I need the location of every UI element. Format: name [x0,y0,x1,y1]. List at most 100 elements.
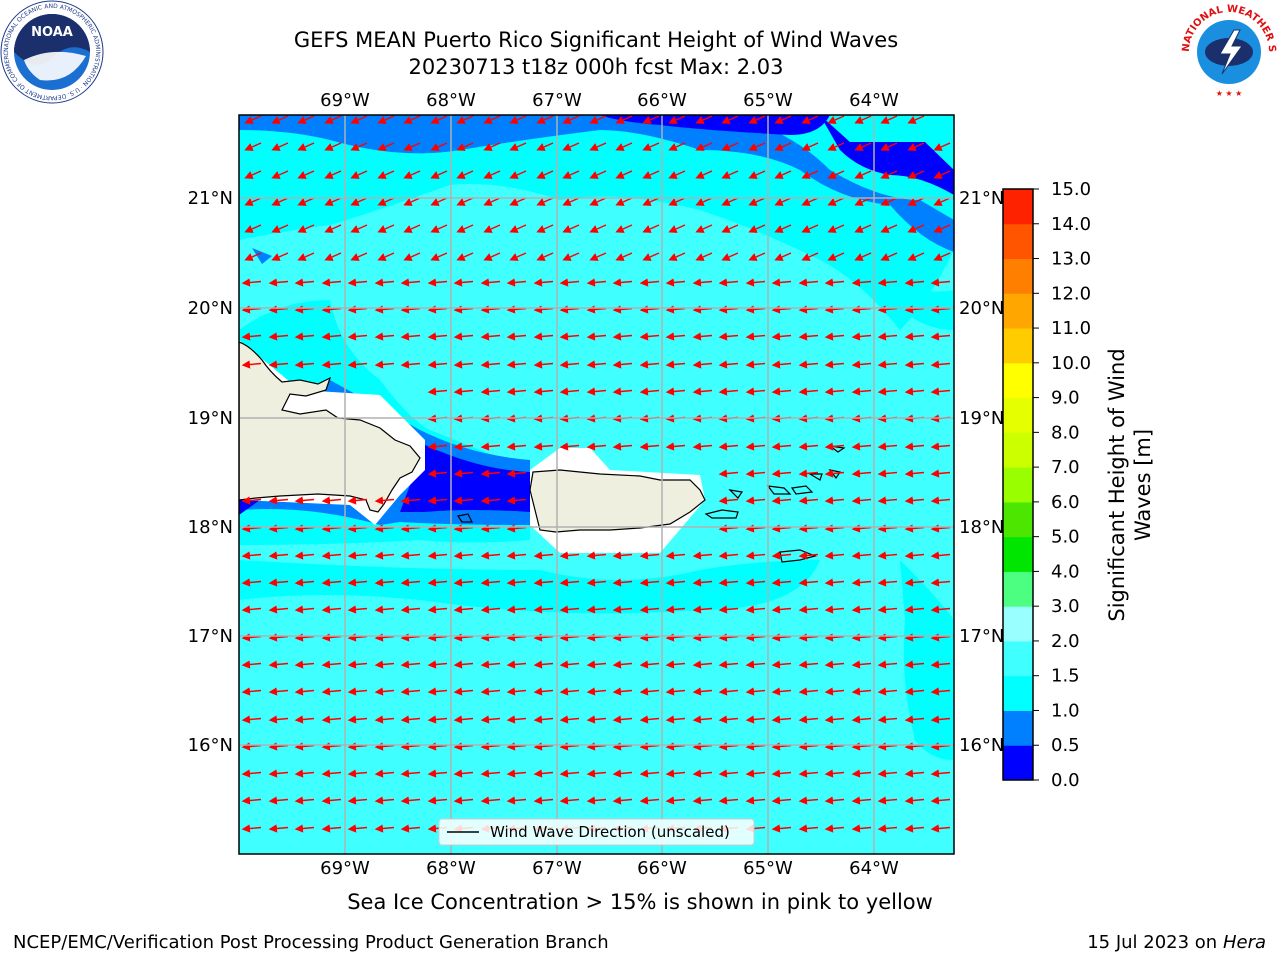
wave-direction-arrow [506,769,527,778]
wave-direction-arrow [586,578,607,587]
wave-direction-arrow [559,387,580,396]
wave-direction-arrow [798,551,819,560]
wave-direction-arrow [718,687,739,696]
wave-direction-arrow [483,252,501,261]
colorbar-tick-label: 8.0 [1051,422,1080,443]
wave-direction-arrow [798,824,819,833]
wave-direction-arrow [854,142,872,151]
wave-direction-arrow [400,551,421,560]
wave-direction-arrow [907,170,925,179]
colorbar-segment [1003,675,1033,711]
wave-direction-arrow [904,496,925,505]
wave-direction-arrow [851,605,872,614]
wave-direction-arrow [907,115,925,124]
wave-direction-arrow [480,332,501,341]
wave-direction-arrow [533,578,554,587]
wave-direction-arrow [639,578,660,587]
colorbar-tick-label: 2.0 [1051,631,1080,652]
wave-direction-arrow [427,278,448,287]
wave-direction-arrow [321,605,342,614]
wave-direction-arrow [771,715,792,724]
colorbar-tick-label: 5.0 [1051,527,1080,548]
wave-direction-arrow [639,660,660,669]
wave-direction-arrow [533,796,554,805]
wave-direction-arrow [347,660,368,669]
wave-direction-arrow [506,469,527,478]
wave-direction-arrow [427,796,448,805]
wave-direction-arrow [294,605,315,614]
lat-labels-left: 21°N 20°N 19°N 18°N 17°N 16°N [188,188,233,756]
wave-direction-arrow [801,115,819,124]
wave-direction-arrow [324,170,342,179]
lon-label: 67°W [532,90,582,111]
wave-direction-arrow [745,278,766,287]
wave-direction-arrow [506,332,527,341]
wave-direction-arrow [350,170,368,179]
wave-direction-arrow [665,769,686,778]
wave-direction-arrow [798,332,819,341]
wave-direction-arrow [745,442,766,451]
noaa-logo: NATIONAL OCEANIC AND ATMOSPHERIC ADMINIS… [0,0,104,104]
wave-direction-arrow [851,660,872,669]
wave-direction-arrow [536,170,554,179]
wave-direction-arrow [268,605,289,614]
wave-direction-arrow [483,170,501,179]
wave-direction-arrow [347,551,368,560]
wave-direction-arrow [745,660,766,669]
wave-direction-arrow [586,796,607,805]
wave-direction-arrow [748,142,766,151]
wave-direction-arrow [271,224,289,233]
wave-direction-arrow [824,605,845,614]
wave-direction-arrow [933,170,951,179]
colorbar-tick-label: 9.0 [1051,388,1080,409]
wave-direction-arrow [665,278,686,287]
wave-direction-arrow [241,715,262,724]
wave-direction-arrow [930,469,951,478]
colorbar-tick-label: 1.0 [1051,700,1080,721]
wave-direction-arrow [774,115,792,124]
wave-direction-arrow [718,715,739,724]
wave-direction-arrow [771,578,792,587]
wave-direction-arrow [400,360,421,369]
wave-direction-arrow [294,796,315,805]
wave-direction-arrow [453,278,474,287]
wave-direction-arrow [559,551,580,560]
wave-direction-arrow [506,796,527,805]
colorbar-segment [1003,467,1033,503]
wave-direction-arrow [771,824,792,833]
colorbar-segment [1003,606,1033,642]
lat-label: 21°N [188,188,233,209]
wave-direction-arrow [930,605,951,614]
wave-direction-arrow [480,469,501,478]
wave-direction-arrow [562,115,580,124]
wave-direction-arrow [877,578,898,587]
wave-direction-arrow [904,578,925,587]
wave-direction-arrow [880,170,898,179]
wave-direction-arrow [347,332,368,341]
wave-direction-arrow [374,605,395,614]
wave-direction-arrow [586,551,607,560]
wave-direction-arrow [533,687,554,696]
wave-direction-arrow [665,578,686,587]
lon-label: 68°W [426,90,476,111]
wave-direction-arrow [244,224,262,233]
wave-direction-arrow [907,224,925,233]
wave-direction-arrow [400,578,421,587]
wave-direction-arrow [880,142,898,151]
wave-direction-arrow [294,687,315,696]
wave-direction-arrow [771,796,792,805]
wave-direction-arrow [347,496,368,505]
wave-direction-arrow [506,387,527,396]
wave-direction-arrow [612,660,633,669]
wave-direction-arrow [639,278,660,287]
wave-direction-arrow [615,115,633,124]
wave-zone-0-0.5-mona [400,445,530,512]
wave-direction-arrow [453,551,474,560]
wave-direction-arrow [347,360,368,369]
colorbar-segment [1003,745,1033,781]
wave-direction-arrow [851,715,872,724]
wave-direction-arrow [880,115,898,124]
wave-direction-arrow [668,142,686,151]
lat-label: 18°N [188,517,233,538]
wave-direction-arrow [745,824,766,833]
